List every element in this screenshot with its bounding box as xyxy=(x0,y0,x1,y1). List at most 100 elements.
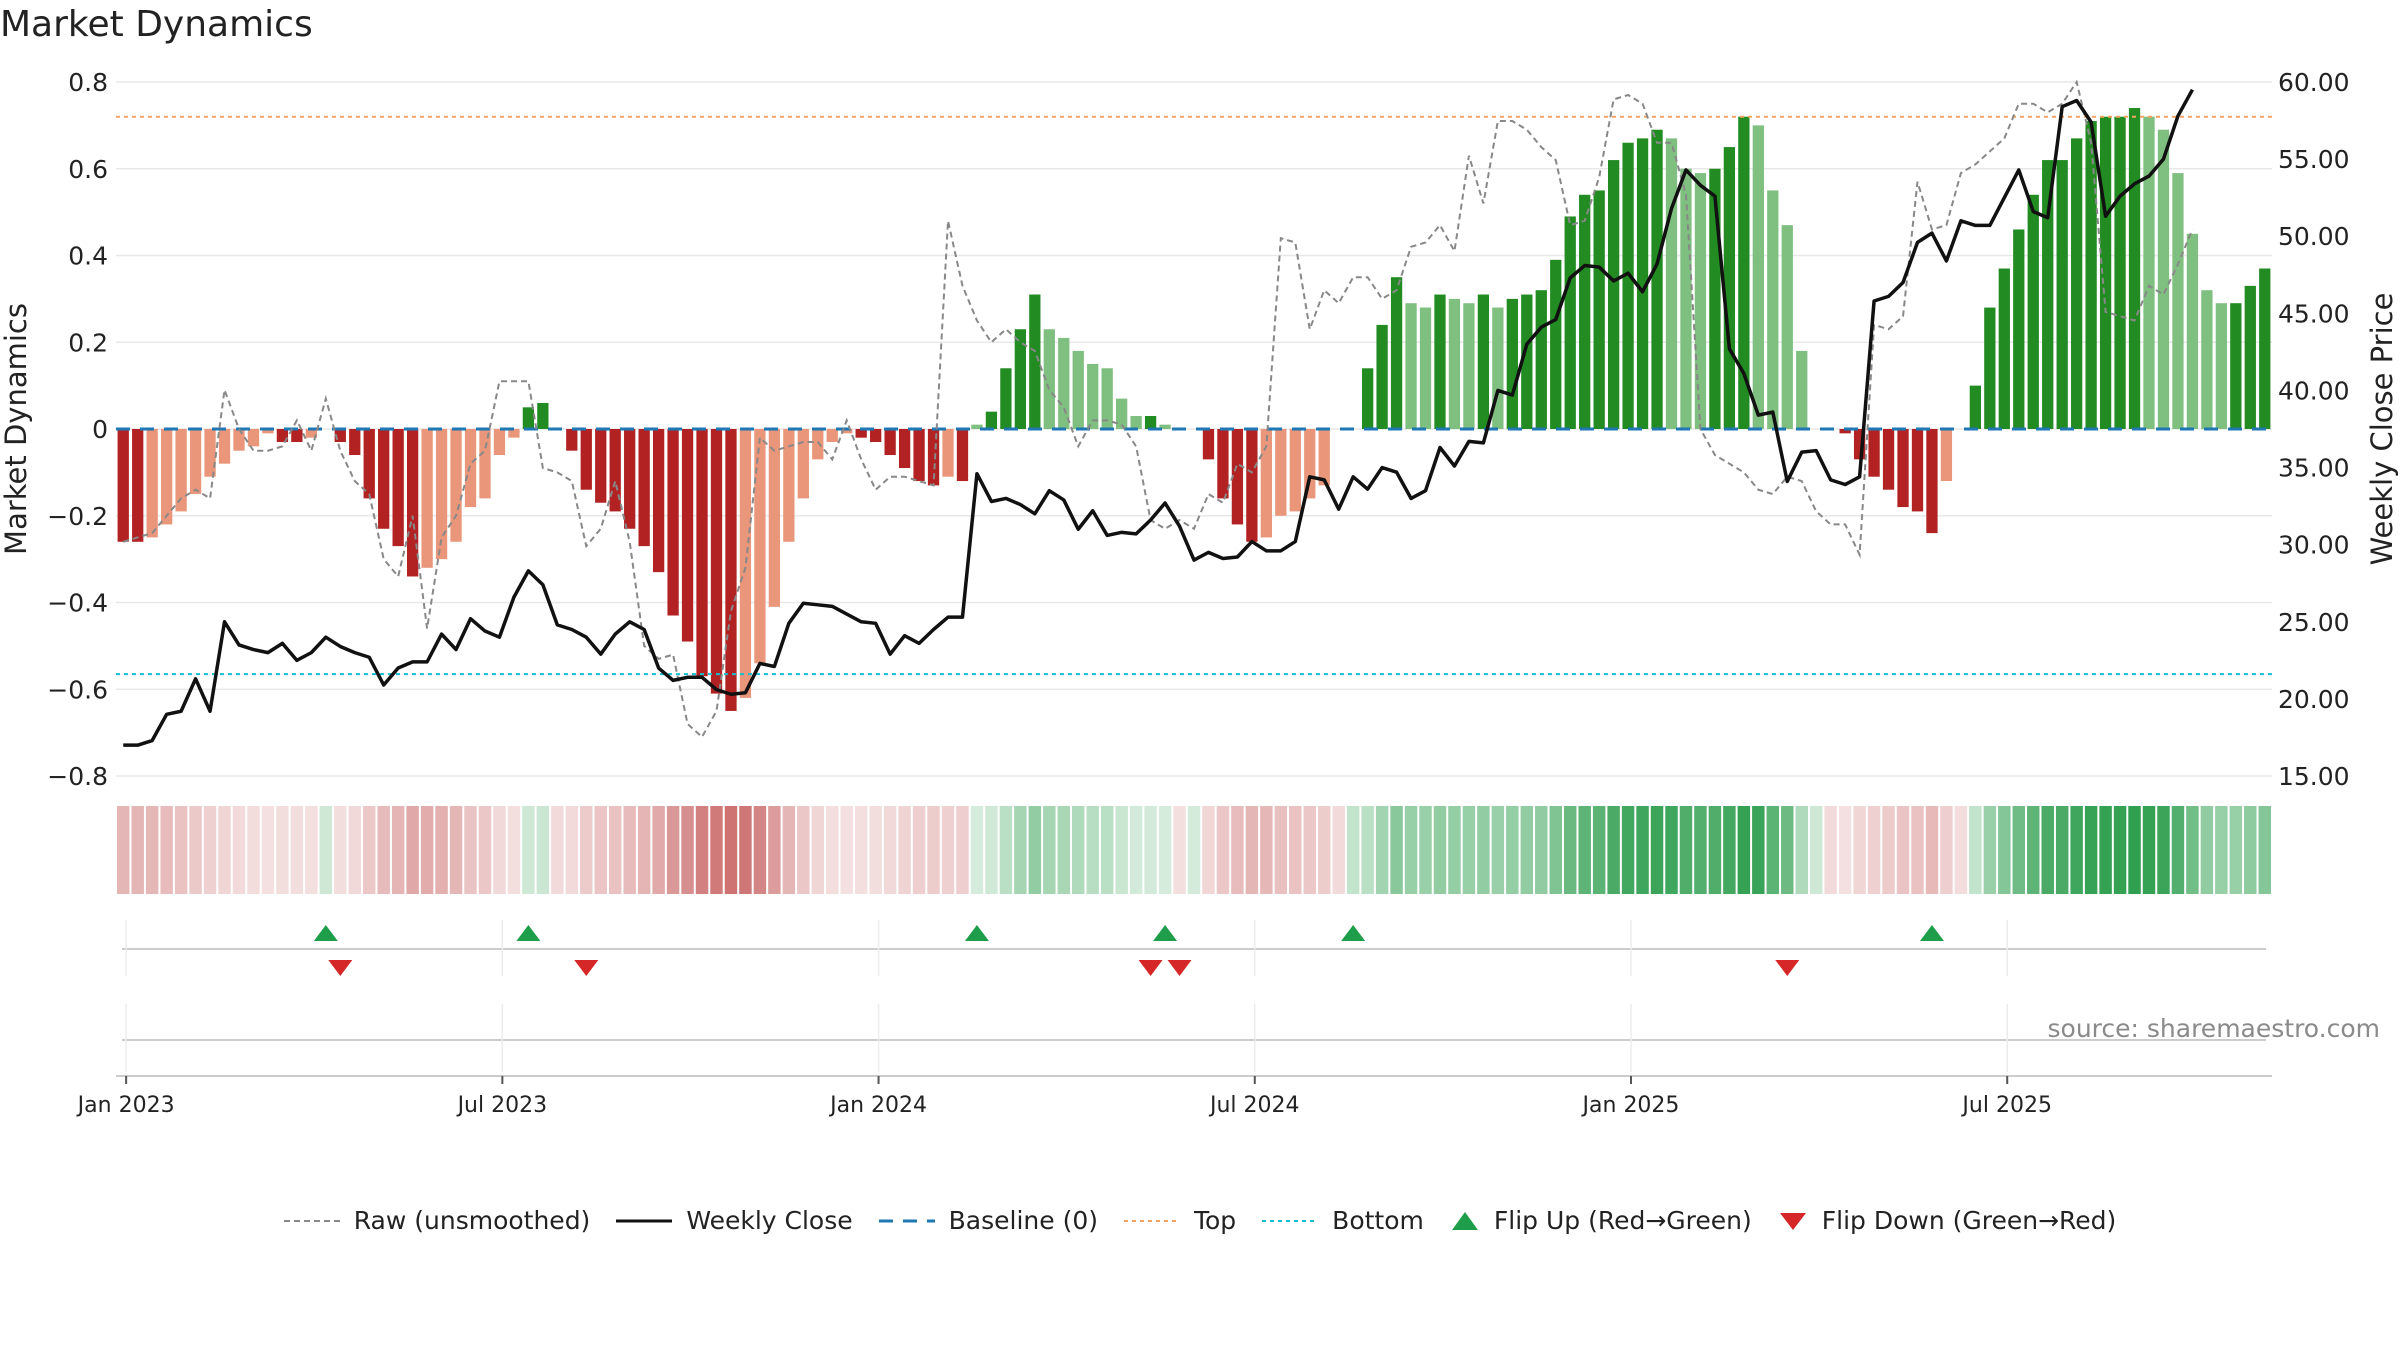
regime-cell xyxy=(1129,806,1143,894)
md-bar xyxy=(2157,129,2170,429)
x-tick-label: Jul 2024 xyxy=(1208,1093,1300,1118)
md-bar xyxy=(2042,160,2054,429)
regime-cell xyxy=(536,806,550,894)
md-bar xyxy=(1506,298,1518,429)
regime-cell xyxy=(145,806,159,894)
regime-cell xyxy=(580,806,593,894)
md-bar xyxy=(667,429,679,616)
md-bar xyxy=(971,424,983,429)
md-bar xyxy=(1767,190,1779,429)
regime-cell xyxy=(1708,806,1722,894)
md-bar xyxy=(855,429,867,438)
md-bar xyxy=(638,429,650,547)
regime-cell xyxy=(420,806,434,894)
md-bar xyxy=(1709,168,1721,429)
flip-down-marker xyxy=(328,960,353,976)
left-tick-label: 0.2 xyxy=(68,328,108,357)
regime-cell xyxy=(869,806,882,894)
md-bar xyxy=(1579,194,1591,429)
md-bar xyxy=(1231,429,1244,525)
md-bar xyxy=(1072,350,1084,429)
md-bar xyxy=(1448,298,1461,429)
regime-cell xyxy=(362,806,376,894)
regime-cell xyxy=(1462,806,1476,894)
regime-cell xyxy=(1795,806,1808,894)
regime-cell xyxy=(1578,806,1591,894)
md-bar xyxy=(1000,368,1012,429)
md-bar xyxy=(1984,307,1996,429)
md-bar xyxy=(870,429,882,443)
regime-cell xyxy=(1766,806,1780,894)
regime-cell xyxy=(2171,806,2185,894)
md-bar xyxy=(508,429,520,438)
regime-cell xyxy=(1607,806,1620,894)
md-bar xyxy=(493,429,506,456)
md-bar xyxy=(609,429,621,512)
md-bar xyxy=(2099,116,2112,429)
regime-cell xyxy=(1289,806,1302,894)
md-bar xyxy=(1593,190,1605,429)
regime-cell xyxy=(551,806,564,894)
regime-cell xyxy=(1361,806,1374,894)
regime-cell xyxy=(1332,806,1345,894)
flip-up-marker xyxy=(516,925,541,941)
md-bar xyxy=(1651,129,1663,429)
legend-label-raw: Raw (unsmoothed) xyxy=(353,1206,591,1235)
regime-cell xyxy=(1144,806,1157,894)
md-bar xyxy=(1361,368,1374,429)
md-bar xyxy=(1564,216,1576,429)
md-bar xyxy=(1738,116,1750,429)
md-bar xyxy=(1940,429,1953,482)
md-bar xyxy=(1029,294,1041,429)
regime-cell xyxy=(956,806,969,894)
md-bar xyxy=(1636,138,1649,429)
regime-cell xyxy=(1028,806,1042,894)
regime-cell xyxy=(1404,806,1418,894)
md-bar xyxy=(1926,429,1938,534)
regime-cell xyxy=(1679,806,1693,894)
legend-item-raw: Raw (unsmoothed) xyxy=(283,1206,591,1235)
md-bar xyxy=(1521,294,1533,429)
legend-label-close: Weekly Close xyxy=(686,1206,853,1235)
regime-cell xyxy=(1925,806,1939,894)
md-bar xyxy=(1839,429,1851,434)
regime-cell xyxy=(189,806,202,894)
regime-cell xyxy=(985,806,998,894)
md-bar xyxy=(161,429,173,525)
x-tick-label: Jan 2023 xyxy=(76,1093,175,1118)
regime-cell xyxy=(637,806,651,894)
md-bar xyxy=(580,429,592,490)
regime-cell xyxy=(2200,806,2214,894)
flip-up-marker xyxy=(1153,925,1178,941)
md-bar xyxy=(218,429,231,464)
x-tick-label: Jan 2025 xyxy=(1581,1093,1680,1118)
regime-cell xyxy=(2229,806,2243,894)
legend-item-flip-down: Flip Down (Green→Red) xyxy=(1778,1206,2116,1235)
regime-cell xyxy=(2128,806,2141,894)
md-bar xyxy=(1246,429,1258,542)
md-bar xyxy=(1492,307,1504,429)
regime-cell xyxy=(117,806,130,894)
right-tick-label: 15.00 xyxy=(2278,762,2350,791)
regime-cell xyxy=(724,806,738,894)
regime-cell xyxy=(1650,806,1664,894)
md-bar xyxy=(624,429,636,529)
md-bar xyxy=(378,429,390,529)
md-bar xyxy=(421,429,433,568)
md-bar xyxy=(1535,290,1547,429)
regime-cell xyxy=(290,806,304,894)
md-bar xyxy=(1868,429,1880,477)
regime-cell xyxy=(1448,806,1461,894)
md-bar xyxy=(725,429,737,711)
md-bar xyxy=(276,429,289,443)
md-bar xyxy=(1087,363,1099,429)
regime-cell xyxy=(1911,806,1924,894)
regime-cell xyxy=(2084,806,2098,894)
regime-cell xyxy=(594,806,607,894)
md-bar xyxy=(204,429,216,477)
md-bar xyxy=(1159,424,1171,429)
legend-flip-up-icon xyxy=(1451,1211,1478,1230)
regime-cell xyxy=(1723,806,1736,894)
regime-cell xyxy=(1940,806,1953,894)
regime-cell xyxy=(1838,806,1852,894)
